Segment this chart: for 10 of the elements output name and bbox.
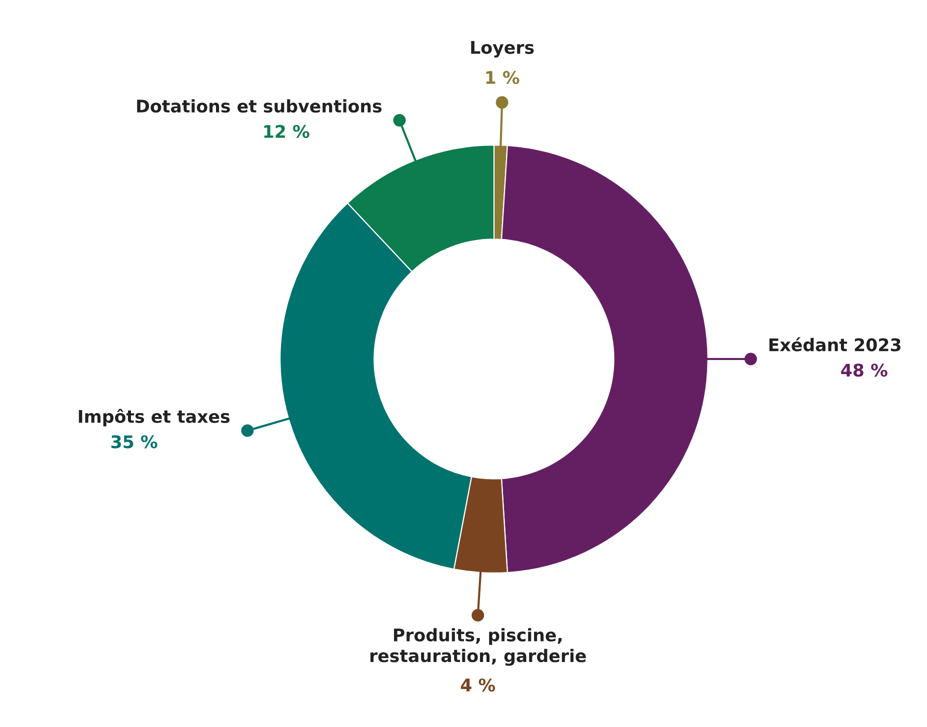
data-label: 12 %	[264, 124, 310, 138]
data-label: 4 %	[460, 678, 496, 692]
data-label: 35 %	[111, 435, 158, 448]
legend-label: Produits, piscine, restauration, garderie	[370, 628, 586, 666]
data-label: 48 %	[841, 364, 888, 377]
slice-label: Dotations et subventions	[137, 99, 382, 113]
slice-label: Exédant 2023	[769, 337, 900, 352]
slice-label: Loyers	[471, 41, 534, 58]
data-label: 1 %	[486, 70, 520, 84]
slice-label: Impôts et taxes	[78, 408, 230, 426]
